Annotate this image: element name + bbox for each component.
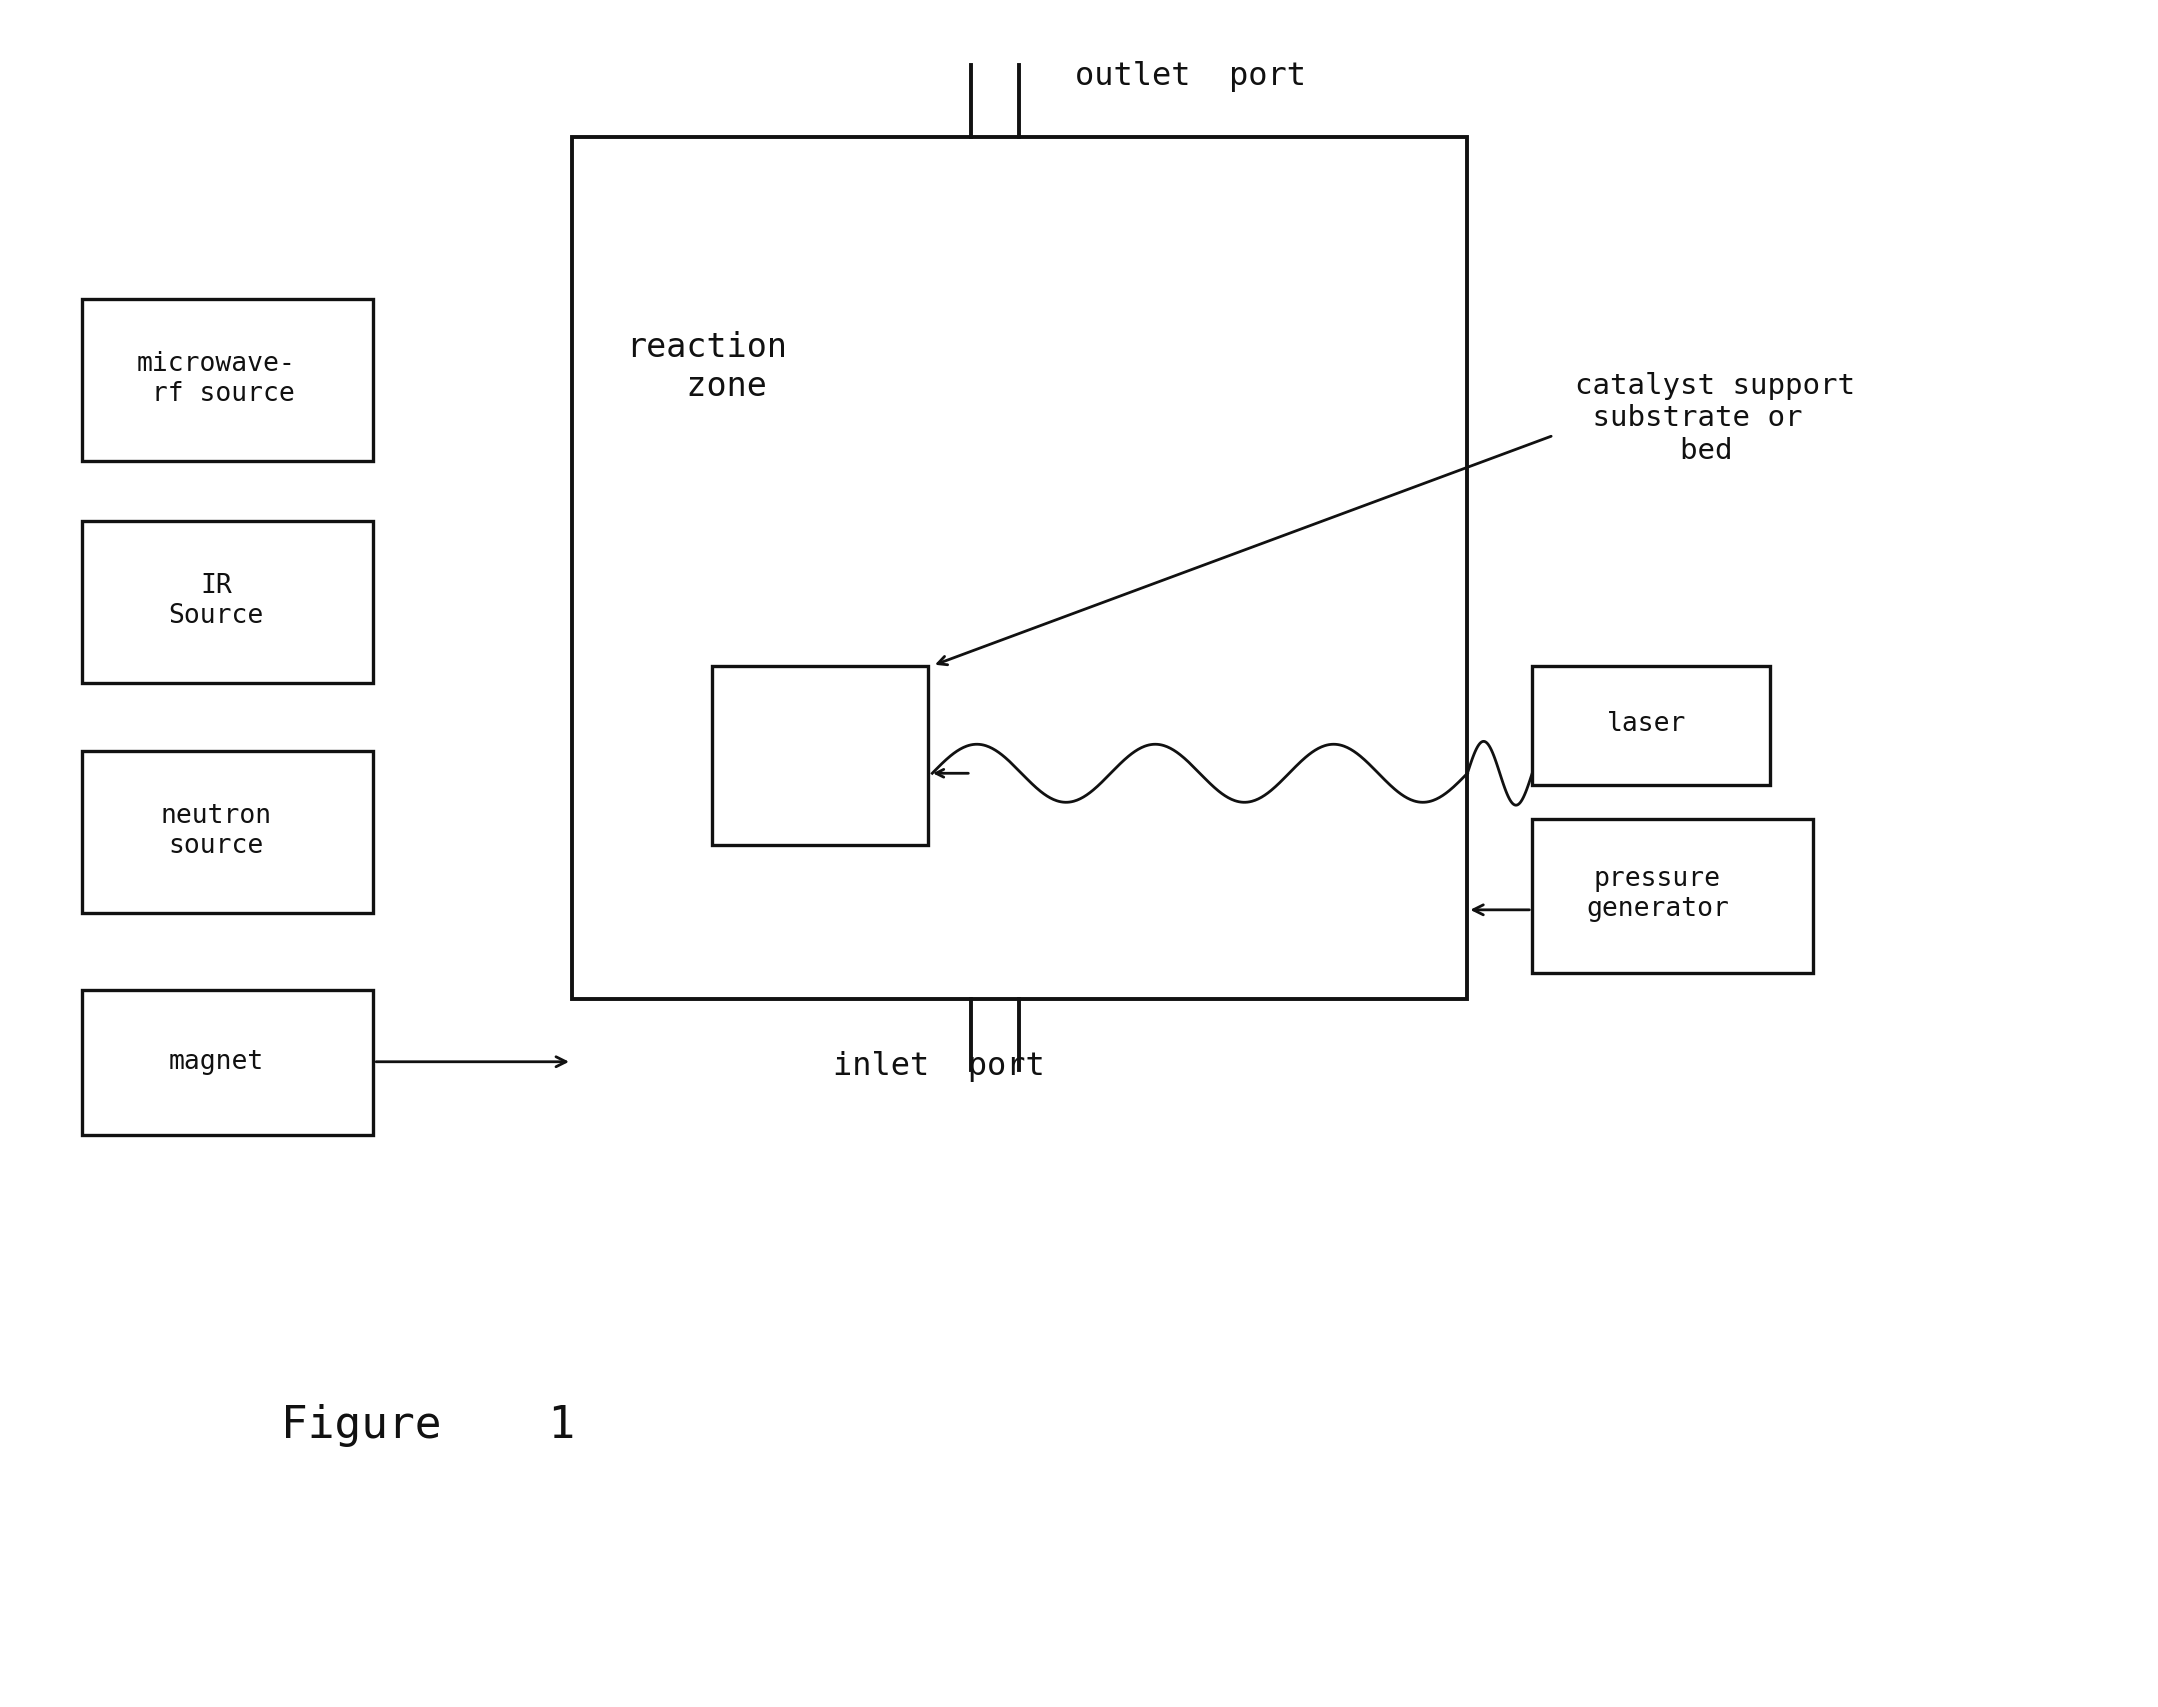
Text: inlet  port: inlet port <box>833 1052 1044 1082</box>
Bar <box>82 521 373 683</box>
Bar <box>712 666 928 845</box>
Text: IR
Source: IR Source <box>168 574 263 628</box>
Bar <box>82 299 373 461</box>
Text: magnet: magnet <box>168 1048 263 1075</box>
Text: outlet  port: outlet port <box>1075 61 1306 92</box>
Bar <box>82 990 373 1135</box>
Bar <box>82 751 373 913</box>
Text: Figure    1: Figure 1 <box>281 1403 574 1448</box>
Text: pressure
generator: pressure generator <box>1586 867 1729 922</box>
Bar <box>1532 666 1770 785</box>
Bar <box>1532 819 1813 973</box>
Bar <box>572 137 1467 999</box>
Text: microwave-
 rf source: microwave- rf source <box>136 352 296 406</box>
Text: catalyst support
 substrate or
      bed: catalyst support substrate or bed <box>1575 372 1856 464</box>
Text: reaction
   zone: reaction zone <box>626 331 788 403</box>
Text: neutron
source: neutron source <box>160 804 272 859</box>
Text: laser: laser <box>1608 710 1685 737</box>
